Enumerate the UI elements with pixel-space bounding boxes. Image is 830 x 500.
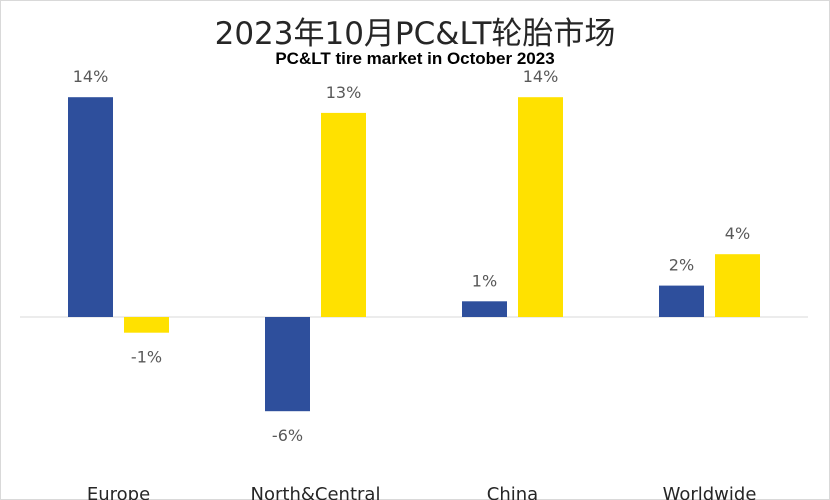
chart-subtitle: PC&LT tire market in October 2023 bbox=[275, 49, 555, 68]
bar-europe-0 bbox=[68, 97, 113, 317]
bar-worldwide-1 bbox=[715, 254, 760, 317]
bar-worldwide-0 bbox=[659, 285, 704, 317]
bar-china-1 bbox=[518, 97, 563, 317]
bar-north-central-1 bbox=[321, 112, 366, 318]
data-label: -1% bbox=[131, 348, 162, 367]
data-label: 14% bbox=[73, 67, 109, 86]
category-label: Europe bbox=[87, 484, 150, 500]
data-label: -6% bbox=[272, 426, 303, 445]
data-label: 14% bbox=[523, 67, 559, 86]
data-label: 2% bbox=[669, 256, 694, 275]
category-label: North&Central bbox=[251, 484, 381, 500]
bar-china-0 bbox=[462, 301, 507, 317]
bar-europe-1 bbox=[124, 317, 169, 333]
data-label: 4% bbox=[725, 224, 750, 243]
bar-north-central-0 bbox=[265, 317, 310, 412]
data-label: 13% bbox=[326, 83, 362, 102]
chart-title: 2023年10月PC&LT轮胎市场 bbox=[214, 16, 616, 52]
category-label: Worldwide bbox=[663, 484, 757, 500]
category-label: China bbox=[487, 484, 538, 500]
data-label: 1% bbox=[472, 271, 497, 290]
